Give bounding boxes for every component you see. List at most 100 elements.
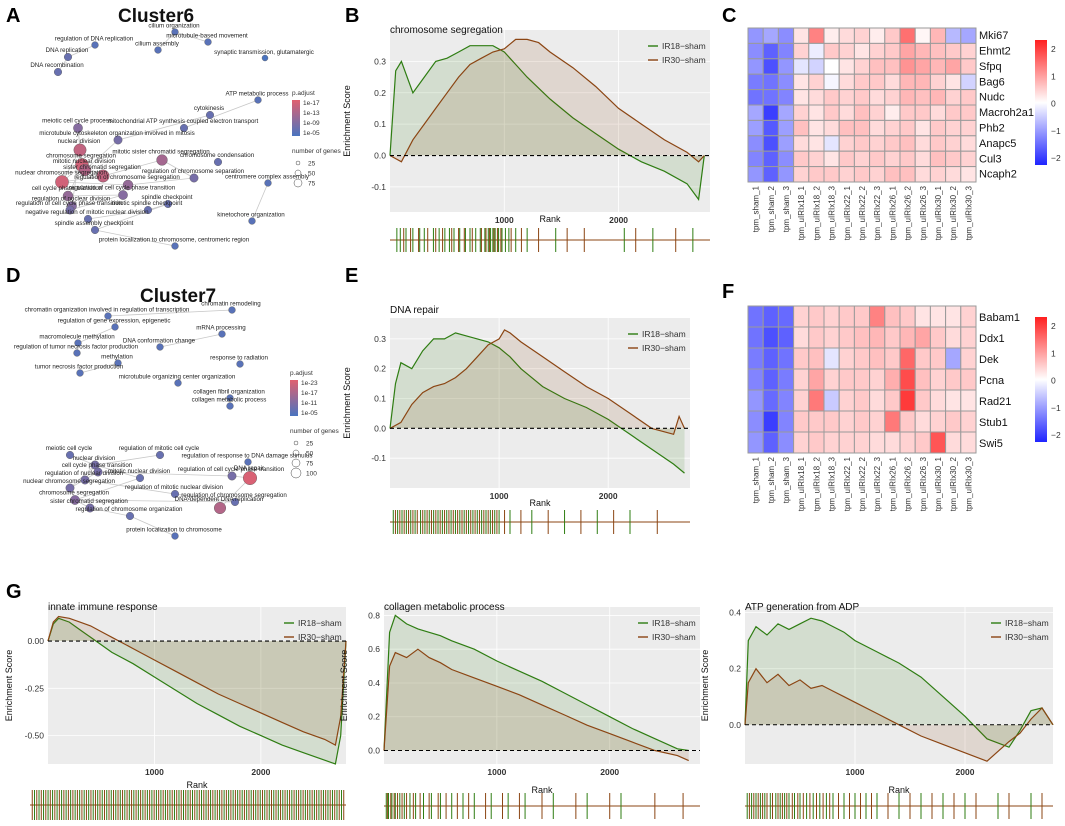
heatmap-cell: [929, 73, 947, 91]
x-axis-label: Rank: [888, 785, 910, 795]
series-ir18-sham-line: [744, 617, 1054, 748]
heatmap-cell: [747, 119, 764, 137]
heatmap-cell: [747, 368, 764, 391]
network-node-label: nuclear division: [58, 138, 101, 145]
network-node-label: kinetochore organization: [217, 212, 285, 219]
heatmap-cell: [808, 73, 825, 91]
heatmap-cell: [853, 135, 871, 152]
gsea-plot-collagen-metabolic-process: 0.0 0.2 0.4 0.6 0.8 1000 2000 collagen metaboli…: [339, 602, 700, 819]
heatmap-cell: [808, 305, 825, 328]
heatmap-cell: [853, 58, 871, 75]
heatmap-cell: [945, 42, 962, 60]
network-edge: [69, 454, 96, 466]
network-node: [55, 175, 69, 189]
heatmap-cell: [808, 347, 825, 370]
heatmap-cell: [914, 89, 931, 106]
heatmap-cell: [869, 135, 886, 152]
heatmap-column-label: tpm_uIRIx18_3: [828, 185, 837, 240]
gsea-title: DNA repair: [390, 305, 440, 316]
network-node-label: cytokinesis: [194, 105, 224, 112]
network-node: [248, 217, 256, 225]
gsea-plot-atp-generation: 0.0 0.2 0.4 1000 2000 ATP generation from ADP…: [700, 602, 1054, 819]
heatmap-cell: [853, 326, 871, 349]
network-node-label: regulation of response to DNA damage sti…: [181, 453, 312, 460]
network-node-label: nuclear division: [73, 455, 116, 462]
heatmap-cell: [777, 305, 795, 328]
network-node: [65, 451, 74, 460]
x-axis-label: Rank: [539, 214, 561, 224]
network-node-label: macromolecule methylation: [39, 334, 115, 341]
heatmap-cell: [960, 389, 977, 412]
heatmap-cell: [747, 135, 764, 152]
panel-label-d: D: [6, 265, 20, 287]
heatmap-cell: [762, 73, 779, 91]
heatmap-cell: [884, 73, 901, 91]
heatmap-cell: [823, 150, 840, 168]
network-node: [118, 190, 128, 200]
heatmap-cell: [838, 326, 855, 349]
network-node-label: regulation of gene expression, epigeneti…: [58, 318, 171, 325]
legend-entry: IR18−sham: [652, 618, 696, 628]
network-node: [63, 53, 72, 62]
series-ir18-sham-area: [745, 618, 1053, 748]
network-node: [96, 169, 110, 183]
network-edge: [102, 159, 163, 177]
heatmap-column-label: tpm_uIRIx22_2: [858, 185, 867, 240]
heatmap-cell: [899, 42, 916, 60]
plot-background: [390, 318, 690, 488]
heatmap-cell: [747, 150, 764, 168]
heatmap-row-label: Stub1: [979, 417, 1008, 429]
legend-entry: IR30−sham: [642, 343, 686, 353]
heatmap-cell: [838, 389, 855, 412]
panel-label-f: F: [722, 281, 734, 303]
heatmap-column-label: tpm_sham_1: [752, 185, 761, 232]
heatmap-cell: [762, 58, 779, 75]
network-node: [227, 471, 237, 481]
network-edge: [84, 139, 119, 171]
heatmap-cell: [853, 104, 871, 121]
heatmap-cell: [945, 73, 962, 91]
heatmap-cell: [747, 431, 764, 454]
heatmap-cell: [777, 326, 795, 349]
y-tick-label: 0.0: [374, 423, 386, 433]
network-node-label: mitochondrial ATP synthesis coupled elec…: [108, 118, 259, 125]
network-node: [143, 205, 152, 214]
legend-entry: IR30−sham: [662, 55, 706, 65]
heatmap-cell: [793, 135, 810, 152]
network-edge: [67, 194, 124, 197]
heatmap-row-label: Babam1: [979, 312, 1020, 324]
network-node-label: response to radiation: [210, 355, 268, 362]
heatmap-cell: [869, 166, 886, 183]
rank-ticks: [30, 790, 346, 820]
heatmap-cell: [945, 58, 962, 75]
heatmap-cell: [823, 326, 840, 349]
gsea-title: collagen metabolic process: [384, 602, 505, 613]
heatmap-cell: [747, 73, 764, 91]
heatmap-cell: [945, 389, 962, 412]
legend-padj-title: p.adjust: [290, 370, 313, 377]
heatmap-cell: [808, 42, 825, 60]
rank-ticks: [745, 793, 1053, 819]
network-node-label: mitotic nuclear division: [108, 468, 171, 475]
network-node-label: sister chromatid segregation: [63, 164, 141, 171]
heatmap-cell: [884, 119, 901, 137]
heatmap-column-label: tpm_uIRIx30_2: [949, 185, 958, 240]
heatmap-cell: [777, 368, 795, 391]
heatmap-cell: [884, 150, 901, 168]
panel-label-a: A: [6, 5, 20, 27]
x-tick-label: 1000: [145, 767, 164, 777]
heatmap-column-label: tpm_uIRIx18_2: [812, 185, 821, 240]
x-tick-label: 2000: [599, 491, 618, 501]
heatmap-cell: [823, 104, 840, 121]
heatmap-cell: [762, 410, 779, 433]
heatmap-cell: [929, 58, 947, 75]
heatmap-cell: [884, 431, 901, 454]
heatmap-cell: [838, 27, 855, 44]
heatmap-cell: [853, 42, 871, 60]
heatmap-cell: [777, 89, 795, 106]
heatmap-cell: [838, 42, 855, 60]
y-tick-label: 0.3: [374, 56, 386, 66]
heatmap-column-label: tpm_uIRIx22_3: [873, 456, 882, 511]
heatmap-row-label: Pcna: [979, 375, 1005, 387]
heatmap-cell: [823, 166, 840, 183]
